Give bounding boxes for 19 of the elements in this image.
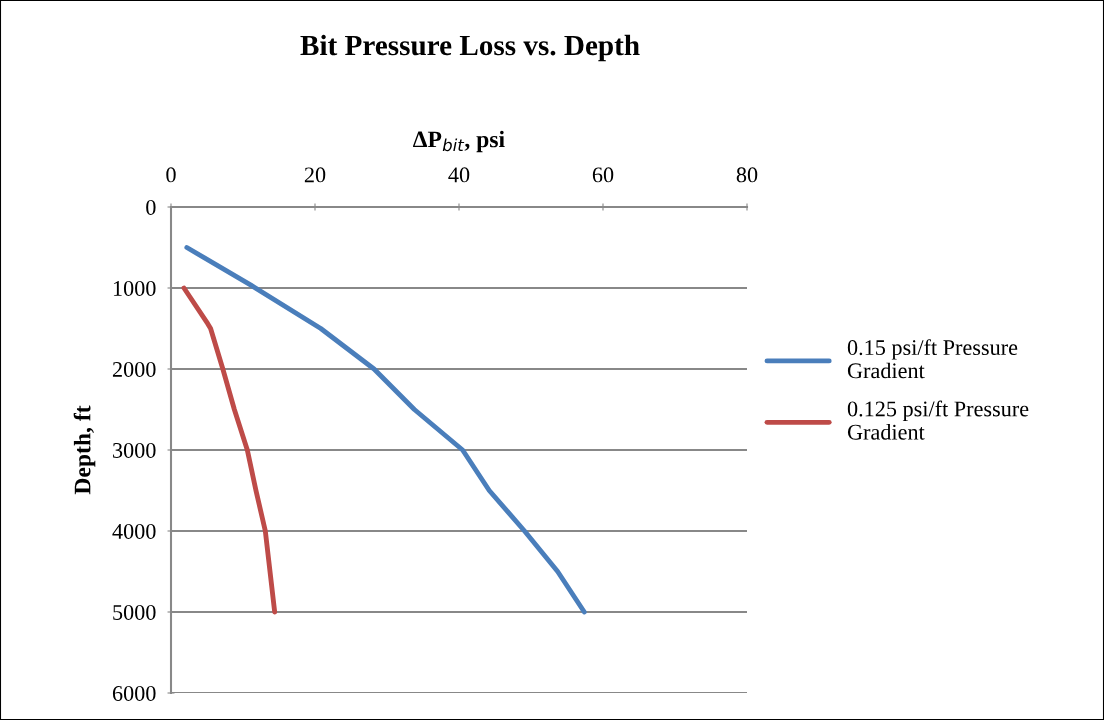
x-tick-label: 20 <box>304 167 326 183</box>
y-tick-label: 4000 <box>112 523 156 539</box>
line-series <box>181 285 278 615</box>
legend-label: 0.125 psi/ft Pressure Gradient <box>847 400 1029 440</box>
x-tick-label: 80 <box>736 167 758 183</box>
y-tick-label: 6000 <box>112 685 156 701</box>
x-tick-label: 60 <box>592 167 614 183</box>
chart-title: Bit Pressure Loss vs. Depth <box>300 34 640 62</box>
y-tick-label: 3000 <box>113 442 156 458</box>
legend-label: 0.15 psi/ft Pressure Gradient <box>847 339 1018 379</box>
y-tick-label: 5000 <box>113 604 156 620</box>
x-tick-label: 40 <box>448 167 470 183</box>
y-tick-label: 0 <box>146 199 156 215</box>
x-tick-label: 0 <box>166 167 176 183</box>
y-tick-label: 2000 <box>112 361 156 377</box>
x-axis-title: ΔP$_{bit}$, psi <box>413 130 505 153</box>
y-tick-label: 1000 <box>113 280 156 296</box>
line-series <box>184 245 587 615</box>
y-axis-title: Depth, ft <box>73 405 96 495</box>
